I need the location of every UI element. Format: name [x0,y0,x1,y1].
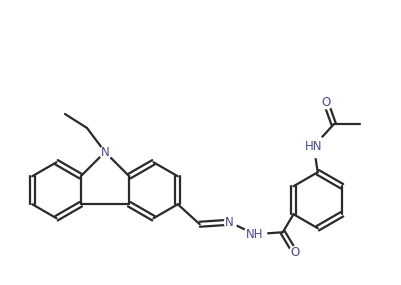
Text: O: O [321,96,330,109]
Text: HN: HN [305,140,322,153]
Text: NH: NH [246,228,263,241]
Text: N: N [225,216,234,229]
Text: N: N [101,146,109,158]
Text: O: O [290,246,300,259]
